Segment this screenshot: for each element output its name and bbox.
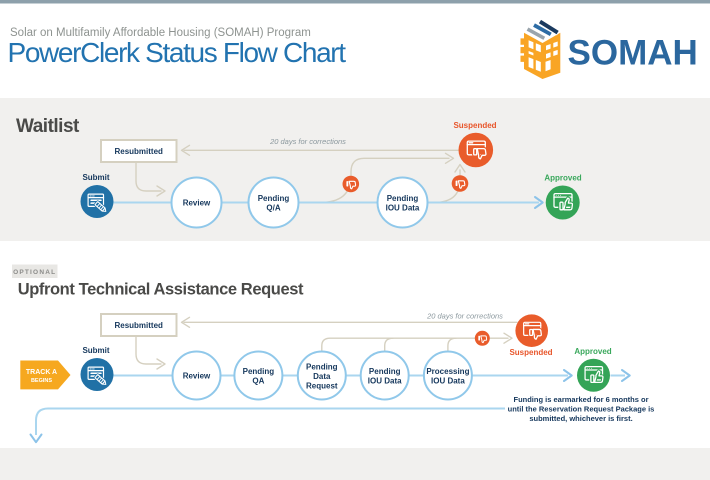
svg-text:Pending: Pending	[243, 367, 275, 376]
svg-text:Pending: Pending	[369, 367, 401, 376]
svg-text:Resubmitted: Resubmitted	[114, 321, 163, 330]
svg-text:QA: QA	[252, 377, 264, 386]
svg-text:until the Reservation Request: until the Reservation Request Package is	[508, 405, 655, 414]
svg-text:Suspended: Suspended	[453, 121, 496, 130]
svg-text:Pending: Pending	[258, 194, 290, 203]
svg-text:IOU Data: IOU Data	[431, 377, 465, 386]
svg-text:Submit: Submit	[82, 173, 109, 182]
svg-text:Waitlist: Waitlist	[16, 116, 80, 137]
svg-text:Pending: Pending	[306, 363, 338, 372]
svg-text:Data: Data	[313, 372, 331, 381]
svg-text:SOMAH: SOMAH	[568, 33, 698, 72]
svg-text:Approved: Approved	[544, 174, 581, 183]
svg-text:Q/A: Q/A	[266, 204, 280, 213]
svg-text:Review: Review	[183, 199, 211, 208]
svg-text:IOU Data: IOU Data	[386, 204, 420, 213]
svg-text:Processing: Processing	[426, 367, 469, 376]
svg-text:TRACK A: TRACK A	[26, 369, 57, 376]
svg-text:Upfront Technical Assistance R: Upfront Technical Assistance Request	[18, 281, 304, 299]
svg-text:Solar on Multifamily Affordabl: Solar on Multifamily Affordable Housing …	[10, 27, 311, 39]
svg-text:submitted, whichever is first.: submitted, whichever is first.	[529, 414, 632, 423]
svg-text:Review: Review	[183, 372, 211, 381]
svg-text:Approved: Approved	[574, 347, 611, 356]
svg-text:20 days for corrections: 20 days for corrections	[269, 137, 346, 146]
svg-text:OPTIONAL: OPTIONAL	[13, 269, 56, 276]
svg-text:Funding is earmarked for 6 mon: Funding is earmarked for 6 months or	[513, 395, 648, 404]
svg-text:BEGINS: BEGINS	[31, 378, 52, 384]
svg-text:Request: Request	[306, 382, 338, 391]
svg-text:Resubmitted: Resubmitted	[114, 147, 163, 156]
svg-text:Pending: Pending	[387, 194, 419, 203]
svg-text:PowerClerk Status Flow Chart: PowerClerk Status Flow Chart	[8, 37, 347, 68]
svg-text:Suspended: Suspended	[509, 348, 552, 357]
svg-text:20 days for corrections: 20 days for corrections	[426, 312, 503, 321]
svg-text:Submit: Submit	[82, 346, 109, 355]
svg-text:IOU Data: IOU Data	[368, 377, 402, 386]
